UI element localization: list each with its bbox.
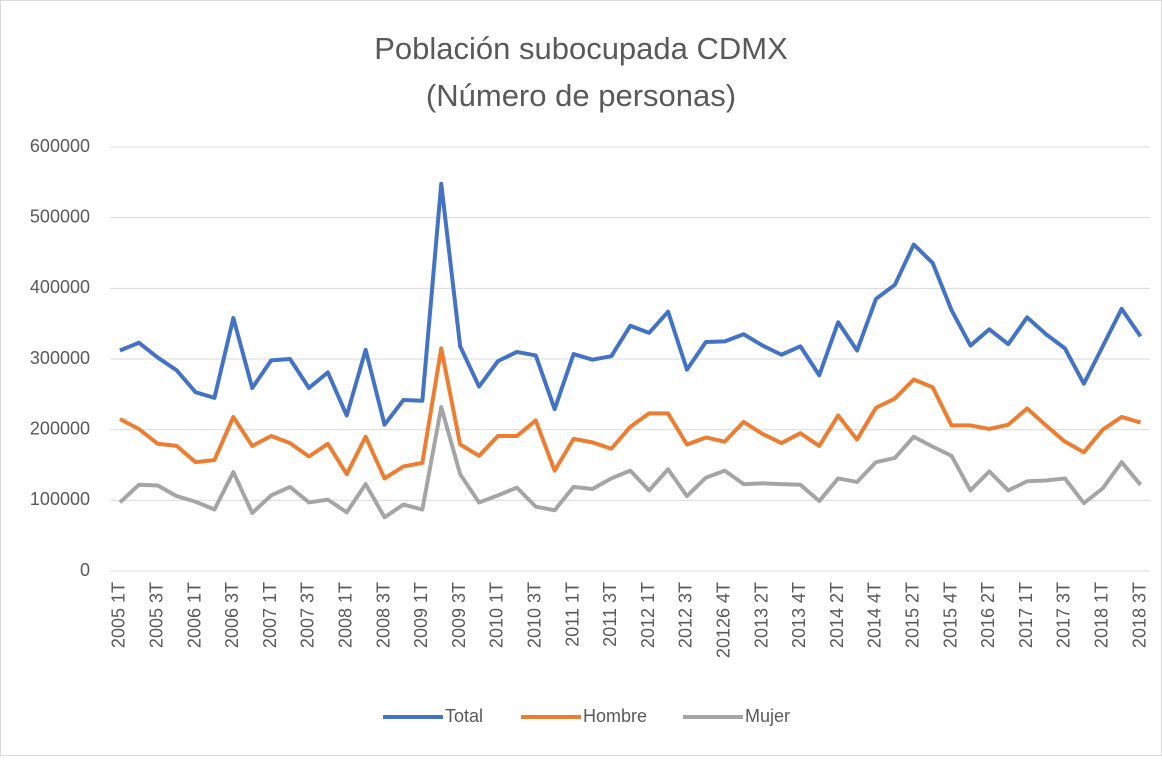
x-tick-label: 2009 1T [411,582,431,648]
x-tick-label: 2006 1T [184,582,204,648]
x-tick-label: 2010 1T [487,582,507,648]
y-tick-label: 600000 [30,136,90,156]
x-tick-label: 2018 1T [1092,582,1112,648]
x-tick-label: 2013 4T [789,582,809,648]
y-tick-label: 300000 [30,348,90,368]
x-tick-label: 2017 3T [1054,582,1074,648]
legend-label: Hombre [583,706,647,726]
chart-title: Población subocupada CDMX [374,31,788,66]
y-tick-label: 400000 [30,277,90,297]
x-tick-label: 2007 3T [298,582,318,648]
x-tick-label: 2008 3T [373,582,393,648]
x-tick-label: 2016 2T [978,582,998,648]
y-tick-label: 500000 [30,206,90,226]
x-tick-label: 2005 1T [109,582,129,648]
x-tick-label: 2018 3T [1129,582,1149,648]
x-tick-label: 2013 2T [751,582,771,648]
y-tick-label: 200000 [30,418,90,438]
x-tick-label: 2011 3T [600,582,620,647]
x-tick-label: 2009 3T [449,582,469,648]
series-line [118,405,1143,520]
x-tick-label: 2012 1T [638,582,658,648]
x-tick-label: 2010 3T [525,582,545,648]
series-line [119,346,1142,481]
x-tick-label: 2008 1T [336,582,356,648]
legend-label: Mujer [745,706,790,726]
legend-label: Total [445,706,483,726]
x-tick-label: 2011 1T [562,582,582,647]
x-tick-label: 2005 3T [147,582,167,648]
y-tick-label: 0 [80,560,90,580]
x-tick-label: 2006 3T [222,582,242,648]
x-tick-label: 2007 1T [260,582,280,648]
y-tick-label: 100000 [30,489,90,509]
series-line [119,181,1143,427]
x-tick-label: 2015 2T [903,582,923,648]
x-tick-label: 2012 3T [676,582,696,648]
chart-subtitle: (Número de personas) [426,78,736,113]
x-tick-label: 20126 4T [714,582,734,658]
x-tick-label: 2014 4T [865,582,885,648]
x-tick-label: 2015 4T [940,582,960,648]
x-tick-label: 2014 2T [827,582,847,648]
x-tick-label: 2017 1T [1016,582,1036,648]
